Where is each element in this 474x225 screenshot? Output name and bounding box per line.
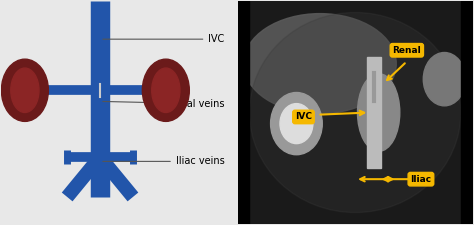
Ellipse shape xyxy=(11,68,39,112)
Text: Renal veins: Renal veins xyxy=(103,99,225,109)
Text: Iliac: Iliac xyxy=(410,175,431,184)
Text: Renal: Renal xyxy=(392,46,421,55)
Bar xyxy=(461,1,473,224)
Ellipse shape xyxy=(1,59,48,122)
Text: IVC: IVC xyxy=(295,112,312,122)
Text: IVC: IVC xyxy=(103,34,225,44)
Ellipse shape xyxy=(271,92,322,155)
Ellipse shape xyxy=(357,74,400,151)
Ellipse shape xyxy=(280,104,313,144)
Ellipse shape xyxy=(152,68,180,112)
Bar xyxy=(367,57,381,168)
Bar xyxy=(237,1,249,224)
Ellipse shape xyxy=(249,13,461,212)
Ellipse shape xyxy=(142,59,189,122)
Ellipse shape xyxy=(423,52,465,106)
Text: Iliac veins: Iliac veins xyxy=(103,156,225,166)
Ellipse shape xyxy=(244,14,396,114)
